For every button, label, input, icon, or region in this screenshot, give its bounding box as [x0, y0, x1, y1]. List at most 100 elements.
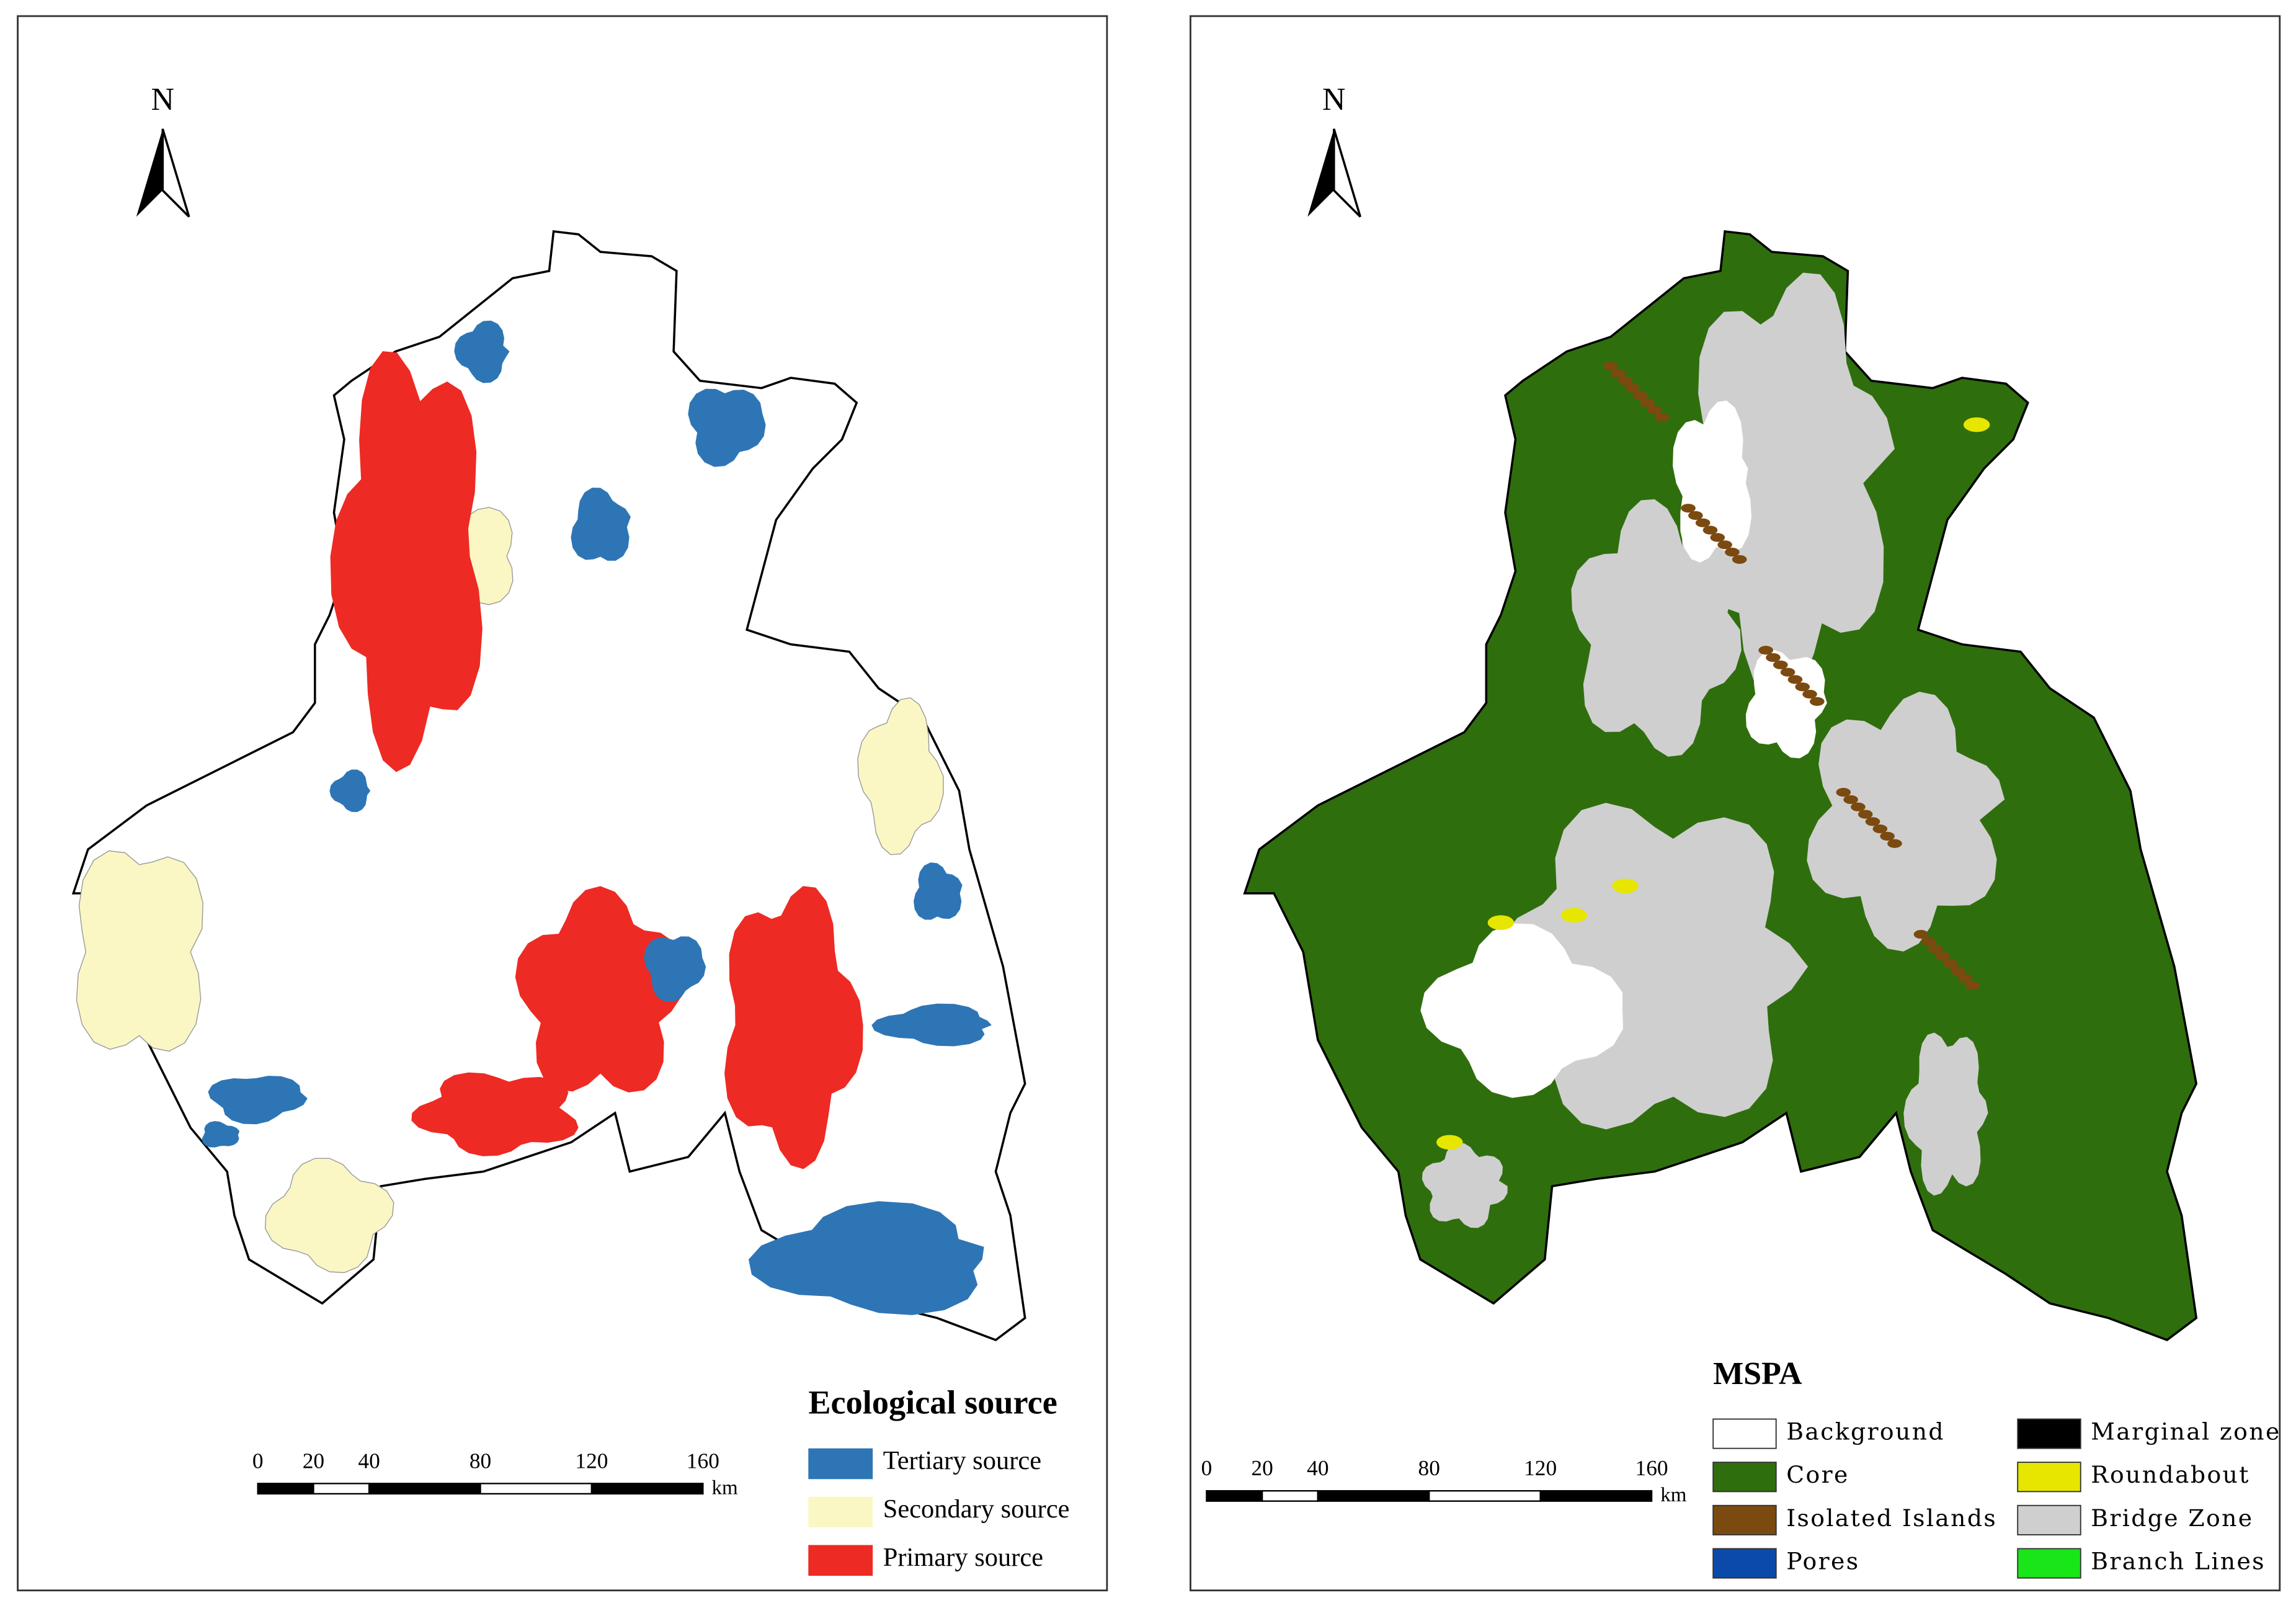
legend-swatch: [808, 1545, 873, 1576]
scale-segment: [313, 1483, 370, 1495]
isolated-island: [1928, 944, 1943, 954]
isolated-island: [1795, 682, 1810, 692]
bridge-zone: [1682, 272, 1895, 700]
tertiary-source: [644, 936, 706, 1002]
bridge-zone: [1571, 499, 1742, 757]
isolated-island: [1913, 930, 1929, 939]
legend-label: Branch Lines: [2091, 1548, 2266, 1575]
isolated-island: [1872, 824, 1888, 834]
scale-tick-label: 160: [1635, 1455, 1668, 1480]
scale-tick-label: 80: [1418, 1455, 1440, 1480]
isolated-island: [1921, 937, 1936, 946]
scale-tick-label: 40: [358, 1448, 380, 1473]
bridge-zone: [1807, 691, 2005, 952]
north-arrow: [1333, 128, 1361, 218]
scale-tick-label: 40: [1307, 1455, 1328, 1480]
scale-segment: [257, 1483, 314, 1495]
scale-tick-label: 20: [1251, 1455, 1273, 1480]
tertiary-source: [914, 862, 963, 920]
legend-swatch: [1712, 1462, 1777, 1493]
panel-frame: [1190, 15, 2281, 1592]
legend-swatch: [1712, 1504, 1777, 1535]
scale-tick-label: 80: [469, 1448, 491, 1473]
legend-swatch: [2017, 1504, 2081, 1535]
isolated-island: [1843, 795, 1858, 804]
scale-segment: [368, 1483, 481, 1495]
tertiary-source: [571, 488, 631, 561]
legend-swatch: [2017, 1548, 2081, 1579]
legend-swatch: [808, 1496, 873, 1528]
legend-label: Background: [1786, 1418, 1945, 1445]
north-label: N: [1322, 82, 1346, 117]
background-area: [1745, 650, 1827, 759]
north-label: N: [151, 82, 174, 117]
panel-frame: [17, 15, 1108, 1592]
scale-tick-label: 0: [1201, 1455, 1213, 1480]
isolated-island: [1950, 967, 1965, 976]
scale-tick-label: 0: [252, 1448, 264, 1473]
scale-tick-label: 120: [575, 1448, 608, 1473]
isolated-island: [1766, 653, 1781, 663]
secondary-source: [76, 850, 203, 1052]
isolated-island: [1936, 952, 1951, 961]
scale-tick-label: 20: [303, 1448, 324, 1473]
isolated-island: [1802, 689, 1817, 699]
isolated-island: [1887, 839, 1902, 848]
scale-unit: km: [712, 1476, 739, 1499]
isolated-island: [1725, 547, 1740, 557]
legend-label: Marginal zone: [2091, 1418, 2280, 1445]
legend-label: Roundabout: [2091, 1461, 2250, 1488]
isolated-island: [1695, 518, 1711, 527]
isolated-island: [1710, 533, 1725, 542]
isolated-island: [1603, 362, 1618, 371]
isolated-island: [1617, 376, 1633, 385]
primary-source: [330, 351, 483, 772]
isolated-island: [1688, 511, 1703, 520]
legend-label: Pores: [1786, 1548, 1859, 1575]
roundabout: [1612, 878, 1639, 893]
map-panel: N 0 20 40 80 120 160 km MSPA Background Core Isolat…: [1201, 82, 2280, 1579]
isolated-island: [1787, 675, 1803, 684]
legend-label: Primary source: [883, 1543, 1043, 1572]
tertiary-source: [871, 1003, 992, 1047]
isolated-island: [1732, 555, 1747, 564]
tertiary-source: [454, 320, 510, 383]
scale-tick-label: 120: [1524, 1455, 1557, 1480]
north-arrow: [1307, 128, 1334, 217]
scale-segment: [1428, 1490, 1541, 1502]
legend-title: Ecological source: [808, 1384, 1057, 1421]
primary-source: [724, 886, 863, 1169]
scale-segment: [590, 1483, 704, 1495]
isolated-island: [1780, 668, 1795, 677]
legend-label: Secondary source: [883, 1494, 1070, 1524]
isolated-island: [1851, 802, 1866, 811]
background-area: [1673, 400, 1752, 563]
roundabout: [1963, 417, 1990, 432]
secondary-source: [265, 1158, 394, 1274]
isolated-island: [1625, 383, 1640, 393]
isolated-island: [1810, 697, 1825, 706]
primary-source: [515, 886, 685, 1093]
isolated-island: [1942, 959, 1958, 968]
tertiary-source: [202, 1121, 240, 1148]
bridge-zone: [1903, 1032, 1988, 1196]
scale-segment: [479, 1483, 593, 1495]
legend-swatch: [2017, 1462, 2081, 1493]
isolated-island: [1758, 646, 1773, 655]
isolated-island: [1965, 981, 1980, 990]
north-arrow: [161, 128, 190, 218]
legend-swatch: [1712, 1418, 1777, 1449]
legend-swatch: [808, 1448, 873, 1480]
legend-swatch: [1712, 1548, 1777, 1579]
legend-label: Isolated Islands: [1786, 1504, 1997, 1532]
scale-segment: [1317, 1490, 1430, 1502]
scale-segment: [1261, 1490, 1319, 1502]
tertiary-source: [208, 1076, 308, 1125]
roundabout: [1560, 908, 1588, 923]
legend-label: Tertiary source: [883, 1446, 1041, 1475]
isolated-island: [1702, 525, 1718, 535]
legend-label: Bridge Zone: [2091, 1504, 2253, 1532]
legend-title: MSPA: [1713, 1356, 1802, 1391]
tertiary-source: [329, 769, 371, 812]
